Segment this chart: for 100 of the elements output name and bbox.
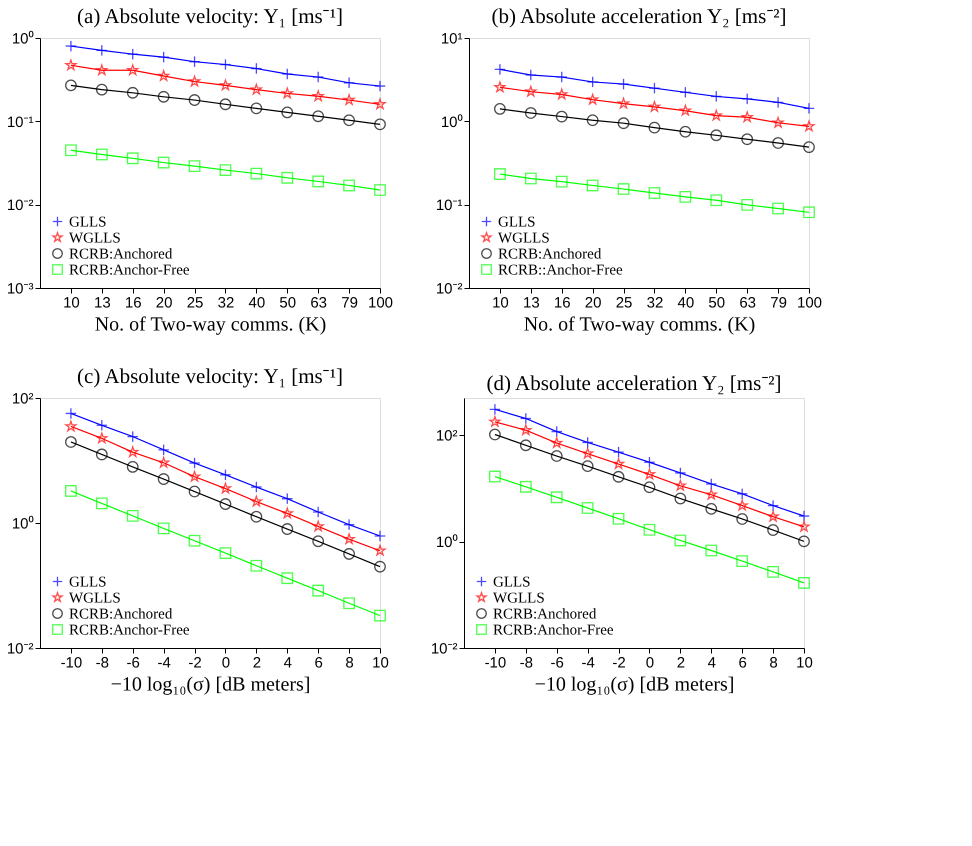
point [250,510,262,523]
legend-label: WGLLS [69,590,121,606]
point [158,473,170,485]
y-tick-label: 10⁻² [430,640,458,658]
point [312,176,324,188]
point [612,512,624,525]
point [281,572,294,584]
y-tick-label: 10⁰ [12,516,34,532]
y-tick-label: 10⁻² [6,640,34,658]
x-tick-label: 79 [770,294,787,312]
point [494,81,506,92]
point [648,82,660,94]
chart-title: (c) Absolute velocity: Y₁ [ms⁻¹] [77,364,343,388]
legend-label: GLLS [498,214,536,230]
point [65,408,77,420]
point [710,129,722,142]
point [96,497,108,510]
point [343,180,355,192]
point [525,86,536,97]
y-tick-label: 10⁻³ [6,280,34,298]
legend-label: WGLLS [498,230,550,246]
point [489,428,501,440]
point [188,56,200,68]
y-tick-label: 10⁻¹ [436,197,462,214]
point [127,64,138,76]
point [741,198,754,211]
point [312,520,324,532]
point [524,69,537,81]
point [705,478,718,490]
point [281,492,294,505]
point [220,98,232,110]
x-axis-title: No. of Two-way comms. (K) [524,314,756,336]
point [736,513,748,525]
point [679,86,692,98]
point [644,456,656,468]
x-tick-label: -4 [581,654,595,672]
point [587,94,598,105]
point [158,456,170,468]
point [220,79,232,90]
point [710,194,722,206]
point [736,488,748,500]
legend-label: GLLS [493,574,530,590]
y-tick-label: 10¹ [440,30,462,48]
point [96,448,108,460]
x-tick-label: 25 [186,294,204,312]
point [96,84,108,96]
y-tick-label: 10² [436,428,458,445]
point [374,98,386,110]
point [65,420,77,432]
point [612,446,624,458]
point [524,107,537,119]
y-tick-label: 10⁰ [12,30,34,48]
point [772,137,784,149]
x-tick-label: 0 [646,654,654,672]
point [674,467,686,479]
legend-label: RCRB:Anchored [69,246,173,262]
point [312,584,324,596]
point [644,481,656,494]
x-tick-label: 40 [248,294,266,312]
point [705,544,718,556]
point [648,122,660,134]
point [612,470,624,483]
legend-label: GLLS [69,214,106,230]
point [343,518,355,531]
point [220,482,232,494]
x-tick-label: 4 [284,654,292,672]
point [798,510,810,522]
point [96,44,108,56]
point [312,535,324,548]
x-tick-label: 8 [769,654,778,672]
point [767,500,779,512]
x-tick-label: -2 [188,654,202,672]
point [494,168,506,180]
x-tick-label: 16 [554,294,571,312]
point [220,468,232,481]
legend-label: RCRB::Anchor-Free [498,262,624,278]
point [250,496,262,506]
x-tick-label: -4 [157,654,171,672]
point [586,180,599,192]
point [556,71,568,83]
point [374,560,386,573]
point [556,88,568,100]
point [582,502,594,514]
point [312,506,324,518]
point [489,470,501,482]
point [343,533,355,544]
point [250,560,262,572]
point [312,90,324,102]
point [741,133,754,146]
x-tick-label: 32 [646,294,664,312]
point [798,535,810,548]
point [520,480,532,493]
y-tick-label: 10² [12,390,34,408]
point [126,461,139,473]
point [343,114,355,126]
point [798,520,810,532]
x-axis-title: No. of Two-way comms. (K) [94,314,326,336]
point [312,71,324,83]
x-tick-label: 25 [616,294,632,312]
x-tick-label: 79 [341,294,358,312]
